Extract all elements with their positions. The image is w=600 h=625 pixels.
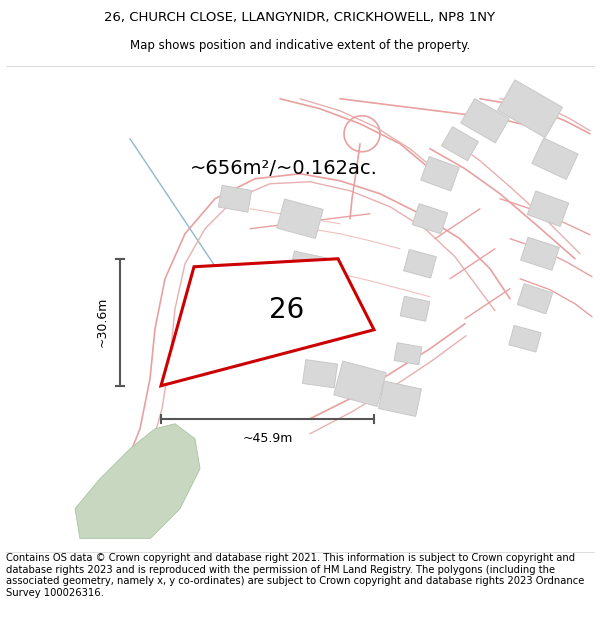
- Polygon shape: [421, 156, 460, 191]
- Polygon shape: [334, 361, 386, 406]
- Polygon shape: [218, 185, 251, 213]
- Polygon shape: [521, 238, 559, 270]
- Polygon shape: [461, 99, 509, 143]
- Text: Map shows position and indicative extent of the property.: Map shows position and indicative extent…: [130, 39, 470, 52]
- Polygon shape: [394, 342, 422, 365]
- Text: ~656m²/~0.162ac.: ~656m²/~0.162ac.: [190, 159, 378, 178]
- Text: ~30.6m: ~30.6m: [95, 297, 109, 348]
- Polygon shape: [497, 80, 563, 138]
- Polygon shape: [75, 424, 200, 539]
- Text: 26: 26: [269, 296, 304, 324]
- Text: Contains OS data © Crown copyright and database right 2021. This information is : Contains OS data © Crown copyright and d…: [6, 553, 584, 598]
- Polygon shape: [412, 204, 448, 234]
- Polygon shape: [302, 359, 338, 388]
- Polygon shape: [400, 296, 430, 321]
- Polygon shape: [161, 259, 374, 386]
- Polygon shape: [296, 308, 334, 339]
- Polygon shape: [379, 381, 421, 416]
- Polygon shape: [442, 127, 478, 161]
- Text: 26, CHURCH CLOSE, LLANGYNIDR, CRICKHOWELL, NP8 1NY: 26, CHURCH CLOSE, LLANGYNIDR, CRICKHOWEL…: [104, 11, 496, 24]
- Text: ~45.9m: ~45.9m: [242, 432, 293, 445]
- Polygon shape: [277, 199, 323, 238]
- Polygon shape: [517, 284, 553, 314]
- Polygon shape: [532, 138, 578, 179]
- Polygon shape: [289, 251, 331, 286]
- Polygon shape: [509, 326, 541, 352]
- Polygon shape: [404, 249, 436, 278]
- Polygon shape: [527, 191, 569, 226]
